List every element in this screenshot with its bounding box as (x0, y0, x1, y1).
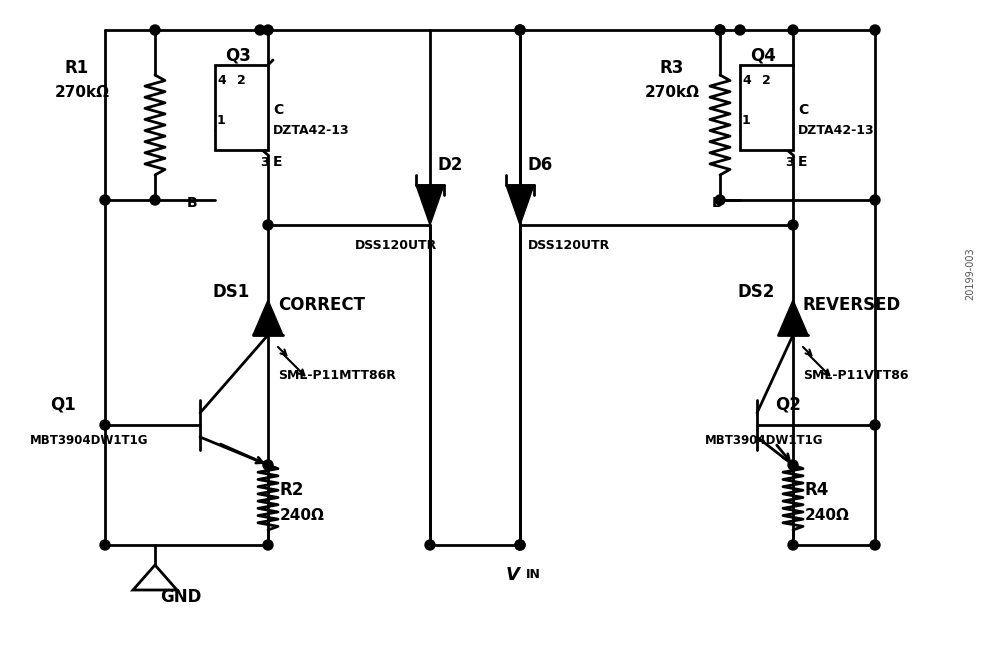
Text: SML-P11VTT86: SML-P11VTT86 (803, 368, 908, 382)
Text: DSS120UTR: DSS120UTR (528, 238, 610, 251)
Circle shape (788, 220, 798, 230)
Text: 240Ω: 240Ω (805, 508, 849, 523)
Bar (740, 65, 793, 150)
Polygon shape (133, 565, 177, 590)
Circle shape (788, 460, 798, 470)
Polygon shape (416, 185, 444, 225)
Bar (215, 65, 268, 150)
Text: Q4: Q4 (750, 46, 776, 64)
Text: D6: D6 (528, 156, 553, 174)
Circle shape (100, 420, 110, 430)
Text: C: C (273, 103, 283, 117)
Text: R1: R1 (65, 59, 89, 77)
Circle shape (515, 25, 525, 35)
Circle shape (870, 195, 880, 205)
Text: 4: 4 (217, 74, 226, 87)
Text: 4: 4 (742, 74, 751, 87)
Text: B: B (712, 196, 723, 210)
Text: SML-P11MTT86R: SML-P11MTT86R (278, 368, 396, 382)
Text: Q3: Q3 (225, 46, 250, 64)
Circle shape (425, 540, 435, 550)
Text: R2: R2 (280, 481, 304, 499)
Text: 1: 1 (217, 114, 226, 127)
Circle shape (870, 420, 880, 430)
Circle shape (515, 25, 525, 35)
Polygon shape (506, 185, 534, 225)
Polygon shape (253, 300, 283, 335)
Text: 3: 3 (785, 156, 793, 169)
Text: REVERSED: REVERSED (803, 296, 901, 314)
Text: DSS120UTR: DSS120UTR (355, 238, 437, 251)
Circle shape (715, 195, 725, 205)
Circle shape (100, 540, 110, 550)
Text: R3: R3 (660, 59, 684, 77)
Text: DZTA42-13: DZTA42-13 (273, 123, 350, 136)
Circle shape (715, 25, 725, 35)
Polygon shape (778, 300, 808, 335)
Text: 270kΩ: 270kΩ (645, 85, 700, 99)
Circle shape (788, 540, 798, 550)
Text: 2: 2 (237, 74, 246, 87)
Text: 3: 3 (260, 156, 269, 169)
Circle shape (788, 25, 798, 35)
Text: R4: R4 (805, 481, 830, 499)
Circle shape (100, 195, 110, 205)
Text: C: C (798, 103, 808, 117)
Circle shape (255, 25, 265, 35)
Text: 240Ω: 240Ω (280, 508, 325, 523)
Text: D2: D2 (438, 156, 464, 174)
Text: IN: IN (526, 568, 541, 581)
Circle shape (515, 540, 525, 550)
Text: 20199-003: 20199-003 (965, 247, 975, 300)
Circle shape (263, 220, 273, 230)
Text: E: E (798, 155, 807, 169)
Text: B: B (187, 196, 197, 210)
Text: V: V (506, 566, 519, 584)
Text: Q2: Q2 (775, 396, 801, 414)
Circle shape (263, 460, 273, 470)
Circle shape (263, 25, 273, 35)
Circle shape (715, 25, 725, 35)
Text: GND: GND (160, 588, 201, 606)
Text: DS1: DS1 (213, 283, 250, 301)
Circle shape (735, 25, 745, 35)
Text: 1: 1 (742, 114, 751, 127)
Text: Q1: Q1 (50, 396, 76, 414)
Text: MBT3904DW1T1G: MBT3904DW1T1G (705, 433, 824, 446)
Text: DZTA42-13: DZTA42-13 (798, 123, 875, 136)
Circle shape (515, 540, 525, 550)
Circle shape (870, 25, 880, 35)
Circle shape (870, 540, 880, 550)
Circle shape (150, 195, 160, 205)
Text: E: E (273, 155, 283, 169)
Text: MBT3904DW1T1G: MBT3904DW1T1G (30, 433, 148, 446)
Text: 2: 2 (762, 74, 771, 87)
Circle shape (263, 540, 273, 550)
Text: CORRECT: CORRECT (278, 296, 365, 314)
Circle shape (150, 25, 160, 35)
Text: DS2: DS2 (738, 283, 776, 301)
Text: 270kΩ: 270kΩ (55, 85, 110, 99)
